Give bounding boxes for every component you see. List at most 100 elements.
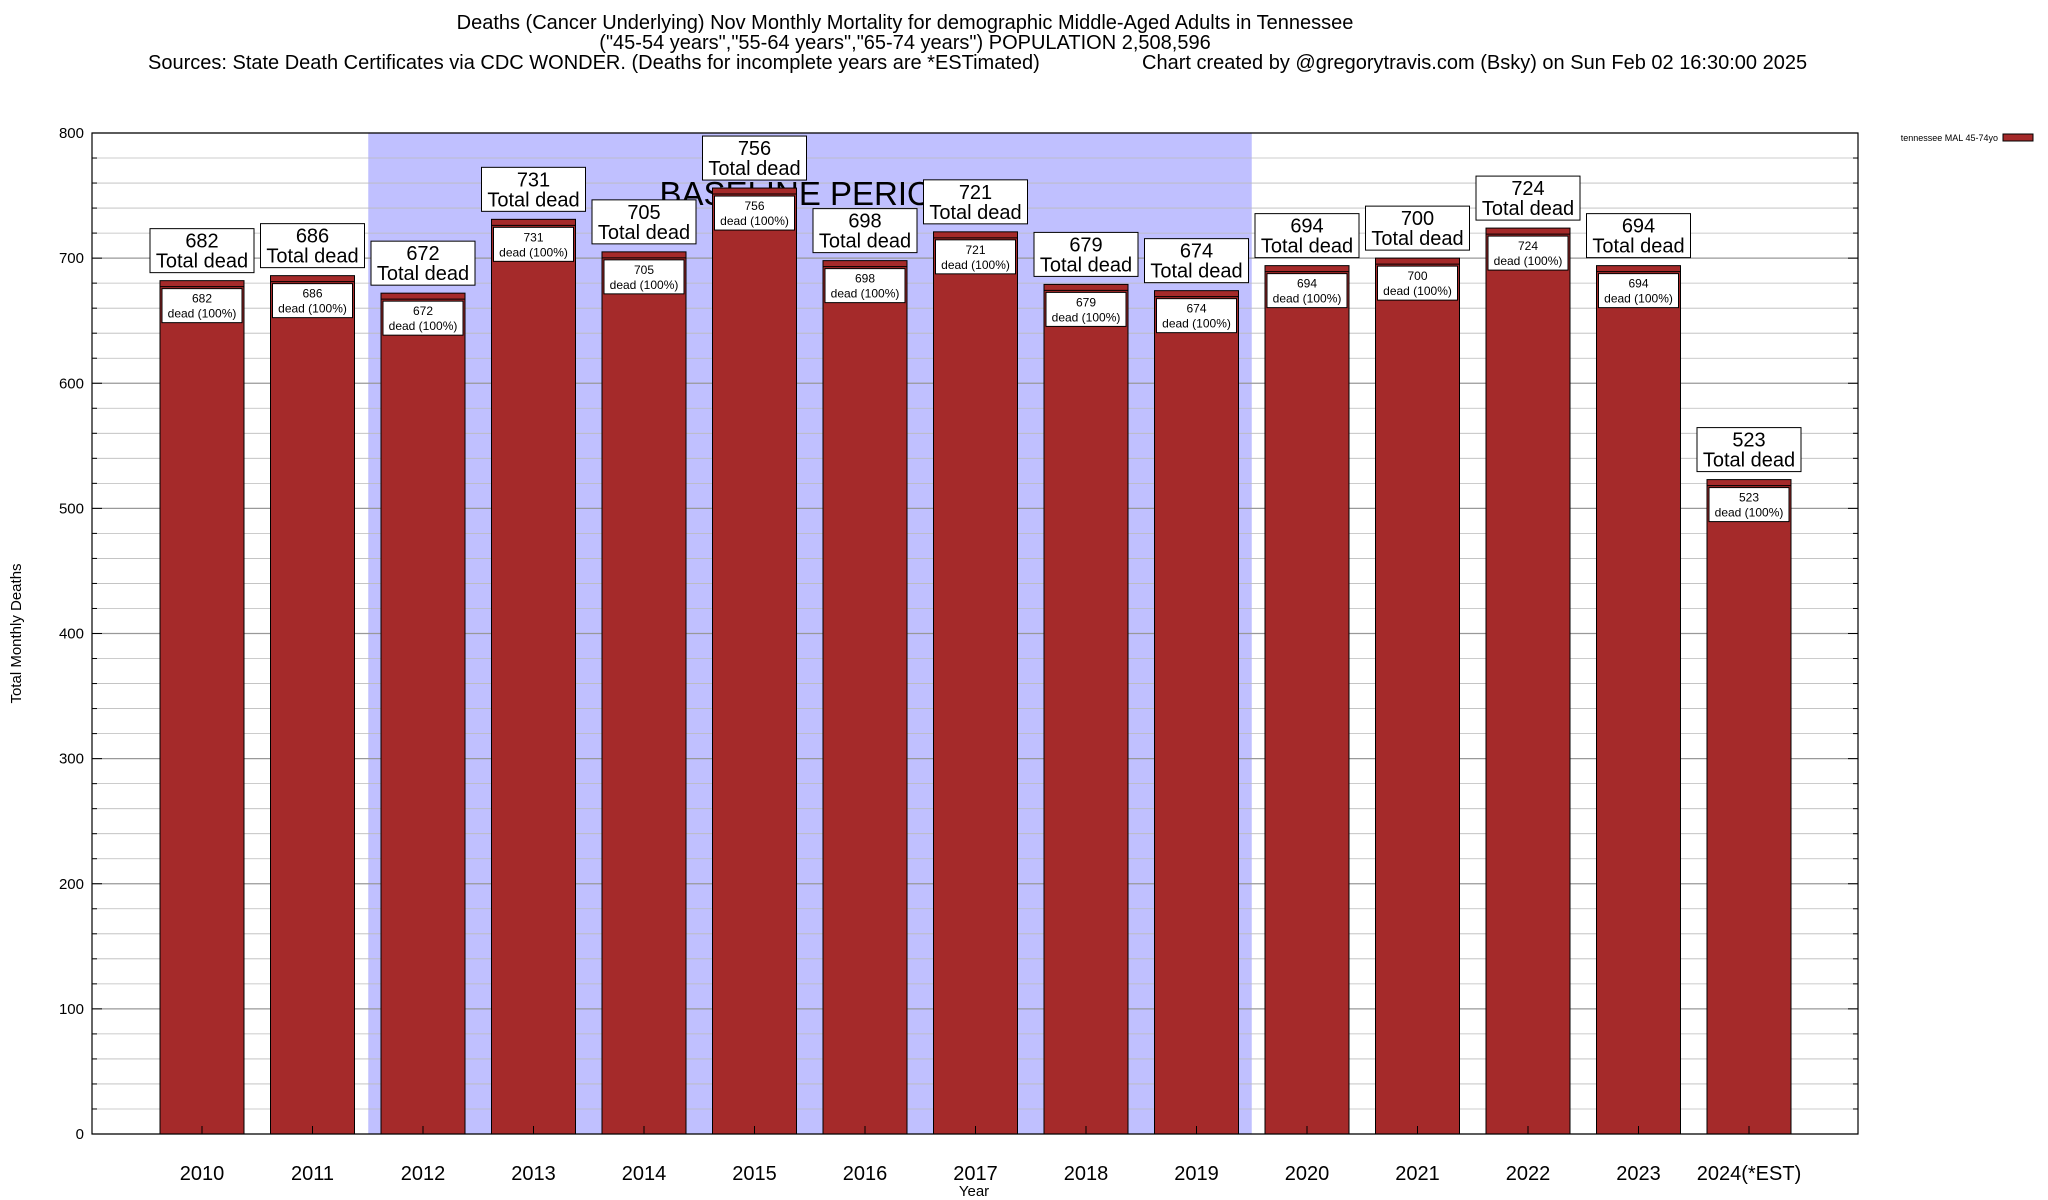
inner-label-box bbox=[1377, 265, 1458, 301]
inner-label-box bbox=[1266, 273, 1348, 309]
inner-percent-label: dead (100%) bbox=[1162, 317, 1231, 331]
total-dead-label: Total dead bbox=[1592, 236, 1684, 258]
y-tick-label: 400 bbox=[59, 626, 84, 643]
bar bbox=[1375, 257, 1460, 1135]
inner-label-box bbox=[161, 288, 243, 324]
total-value-label: 721 bbox=[959, 182, 992, 204]
y-tick-label: 700 bbox=[59, 250, 84, 267]
inner-percent-label: dead (100%) bbox=[1383, 284, 1452, 298]
total-dead-label: Total dead bbox=[598, 222, 690, 244]
total-value-label: 731 bbox=[517, 169, 550, 191]
total-value-label: 674 bbox=[1180, 241, 1213, 263]
total-value-label: 698 bbox=[848, 211, 881, 233]
total-label-box bbox=[1586, 213, 1691, 259]
total-label-box bbox=[260, 223, 365, 269]
x-tick-label: 2024(*EST) bbox=[1697, 1163, 1802, 1185]
bar bbox=[1485, 227, 1571, 1135]
total-value-label: 724 bbox=[1511, 178, 1544, 200]
total-value-label: 756 bbox=[738, 138, 771, 160]
total-value-label: 523 bbox=[1732, 430, 1765, 452]
bar bbox=[1043, 283, 1129, 1135]
inner-label-box bbox=[824, 268, 906, 304]
inner-value-label: 682 bbox=[192, 292, 212, 306]
x-tick-label: 2011 bbox=[291, 1163, 334, 1185]
total-label-box bbox=[149, 228, 255, 274]
total-label-box bbox=[923, 179, 1028, 225]
inner-percent-label: dead (100%) bbox=[1273, 292, 1342, 306]
total-value-label: 672 bbox=[406, 243, 439, 265]
total-label-box bbox=[1144, 238, 1249, 284]
inner-percent-label: dead (100%) bbox=[499, 245, 568, 259]
inner-percent-label: dead (100%) bbox=[1604, 292, 1673, 306]
x-axis-label: Year bbox=[959, 1183, 989, 1200]
inner-value-label: 700 bbox=[1407, 269, 1427, 283]
chart-title-line-2: ("45-54 years","55-64 years","65-74 year… bbox=[599, 32, 1211, 54]
inner-percent-label: dead (100%) bbox=[610, 278, 679, 292]
y-tick-label: 800 bbox=[59, 125, 84, 142]
inner-label-box bbox=[1487, 235, 1569, 271]
baseline-period-label: BASELINE PERIOD bbox=[659, 175, 956, 212]
total-dead-label: Total dead bbox=[929, 202, 1021, 224]
inner-value-label: 674 bbox=[1186, 302, 1206, 316]
total-value-label: 705 bbox=[627, 202, 660, 224]
total-dead-label: Total dead bbox=[1482, 198, 1574, 220]
inner-percent-label: dead (100%) bbox=[168, 307, 237, 321]
x-tick-label: 2022 bbox=[1506, 1163, 1551, 1185]
total-value-label: 682 bbox=[185, 231, 218, 253]
total-dead-label: Total dead bbox=[266, 246, 358, 268]
total-label-box bbox=[1254, 213, 1360, 259]
inner-value-label: 679 bbox=[1076, 295, 1096, 309]
inner-value-label: 705 bbox=[634, 263, 654, 277]
x-tick-label: 2018 bbox=[1064, 1163, 1109, 1185]
bar bbox=[822, 260, 908, 1135]
y-tick-label: 100 bbox=[59, 1001, 84, 1018]
inner-label-box bbox=[382, 300, 464, 336]
inner-value-label: 731 bbox=[523, 230, 543, 244]
total-label-box bbox=[591, 199, 697, 245]
inner-label-box bbox=[272, 283, 353, 319]
bar bbox=[1706, 479, 1792, 1135]
inner-percent-label: dead (100%) bbox=[1052, 310, 1121, 324]
inner-percent-label: dead (100%) bbox=[941, 258, 1010, 272]
y-tick-label: 600 bbox=[59, 375, 84, 392]
inner-label-box bbox=[603, 259, 685, 295]
total-label-box bbox=[1033, 231, 1139, 277]
bar bbox=[380, 292, 466, 1135]
total-value-label: 700 bbox=[1401, 208, 1434, 230]
total-label-box bbox=[1365, 205, 1470, 251]
bar bbox=[933, 231, 1018, 1135]
total-dead-label: Total dead bbox=[1703, 450, 1795, 472]
inner-label-box bbox=[1045, 291, 1127, 327]
total-label-box bbox=[481, 166, 586, 212]
total-value-label: 679 bbox=[1069, 234, 1102, 256]
y-tick-label: 0 bbox=[76, 1126, 84, 1143]
total-dead-label: Total dead bbox=[708, 158, 800, 180]
x-tick-label: 2023 bbox=[1616, 1163, 1661, 1185]
bar bbox=[712, 187, 797, 1135]
x-tick-label: 2017 bbox=[953, 1163, 998, 1185]
total-dead-label: Total dead bbox=[487, 189, 579, 211]
inner-value-label: 523 bbox=[1739, 491, 1759, 505]
inner-value-label: 724 bbox=[1518, 239, 1538, 253]
inner-value-label: 698 bbox=[855, 272, 875, 286]
inner-label-box bbox=[493, 226, 574, 262]
bar bbox=[1596, 265, 1681, 1135]
legend-label: tennessee MAL 45-74yo bbox=[1901, 133, 1998, 143]
legend-swatch bbox=[2002, 133, 2034, 142]
y-tick-label: 500 bbox=[59, 500, 84, 517]
inner-value-label: 694 bbox=[1297, 277, 1317, 291]
y-tick-label: 200 bbox=[59, 876, 84, 893]
bar bbox=[491, 218, 576, 1135]
y-tick-label: 300 bbox=[59, 751, 84, 768]
inner-value-label: 721 bbox=[965, 243, 985, 257]
total-label-box bbox=[1475, 175, 1581, 221]
inner-label-box bbox=[935, 239, 1016, 275]
inner-percent-label: dead (100%) bbox=[278, 302, 347, 316]
total-label-box bbox=[812, 208, 918, 254]
bar bbox=[601, 251, 687, 1135]
inner-value-label: 686 bbox=[302, 287, 322, 301]
x-tick-label: 2012 bbox=[401, 1163, 446, 1185]
x-tick-label: 2013 bbox=[511, 1163, 556, 1185]
x-tick-label: 2021 bbox=[1395, 1163, 1440, 1185]
